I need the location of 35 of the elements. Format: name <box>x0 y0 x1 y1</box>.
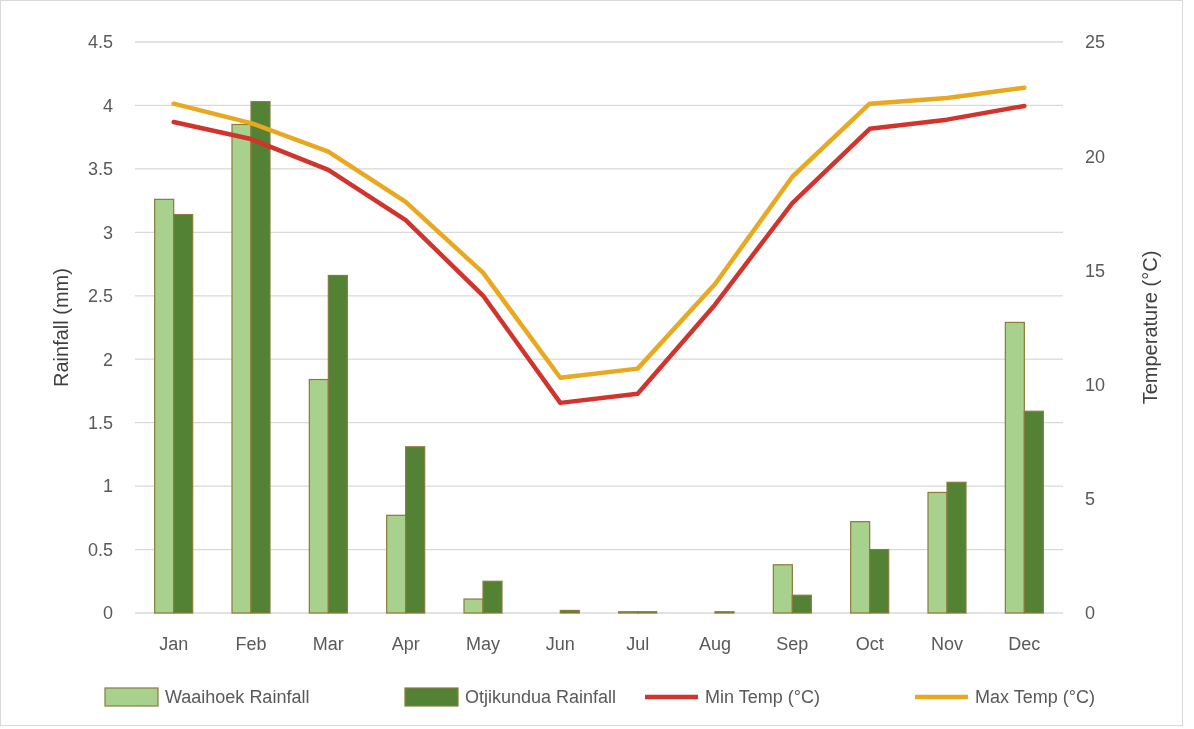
y-tick-label: 1 <box>102 476 113 497</box>
y2-axis-title: Temperature (°C) <box>1139 250 1161 405</box>
x-tick-label: Apr <box>391 634 420 655</box>
y2-tick-label: 5 <box>1085 489 1096 510</box>
y-tick-label: 0 <box>102 603 113 624</box>
y-tick-label: 4 <box>102 95 113 116</box>
x-tick-label: Jun <box>545 634 575 655</box>
legend-label: Waaihoek Rainfall <box>165 687 310 708</box>
x-tick-label: Dec <box>1008 634 1041 655</box>
y-tick-label: 2.5 <box>87 286 113 307</box>
x-tick-label: Oct <box>855 634 884 655</box>
y-tick-label: 4.5 <box>87 32 113 53</box>
x-tick-label: May <box>465 634 501 655</box>
y-tick-label: 3 <box>102 222 113 243</box>
legend-label: Otjikundua Rainfall <box>465 687 617 708</box>
legend-label: Min Temp (°C) <box>705 687 820 708</box>
y-axis-title: Rainfall (mm) <box>50 268 72 387</box>
y2-tick-label: 10 <box>1085 374 1106 395</box>
x-tick-label: Aug <box>698 634 732 655</box>
x-tick-label: Jul <box>626 634 650 655</box>
y2-tick-label: 15 <box>1085 260 1106 281</box>
x-tick-label: Nov <box>930 634 964 655</box>
x-tick-label: Mar <box>312 634 344 655</box>
y-tick-label: 2 <box>102 349 113 370</box>
y2-tick-label: 20 <box>1085 146 1106 167</box>
legend-label: Max Temp (°C) <box>975 687 1095 708</box>
bar <box>559 609 580 614</box>
x-tick-label: Feb <box>235 634 267 655</box>
x-tick-label: Jan <box>159 634 189 655</box>
y-tick-label: 3.5 <box>87 159 113 180</box>
y2-tick-label: 25 <box>1085 32 1106 53</box>
x-tick-label: Sep <box>776 634 809 655</box>
y2-tick-label: 0 <box>1085 603 1096 624</box>
y-tick-label: 0.5 <box>87 539 113 560</box>
y-tick-label: 1.5 <box>87 412 113 433</box>
